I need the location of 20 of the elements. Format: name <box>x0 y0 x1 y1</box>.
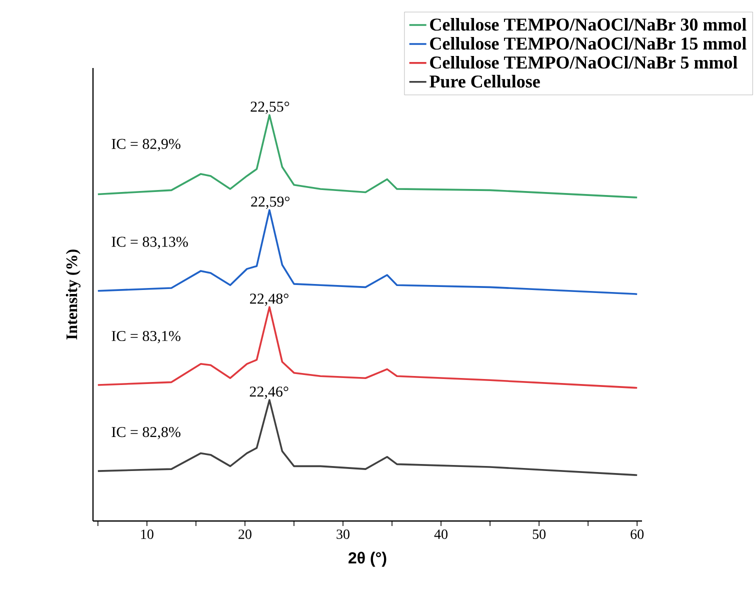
annotation: IC = 82,9% <box>112 138 180 152</box>
y-axis-title: Intensity (%) <box>66 250 80 340</box>
annotation: 22,48° <box>250 294 288 306</box>
x-tick-label: 40 <box>434 530 448 539</box>
x-tick-label: 20 <box>238 530 252 539</box>
annotation: IC = 83,13% <box>112 236 188 250</box>
x-tick-label: 50 <box>532 530 546 539</box>
annotation: 22,46° <box>250 386 288 399</box>
legend-label: Cellulose TEMPO/NaOCl/NaBr 30 mmol <box>430 18 746 31</box>
x-tick-label: 10 <box>141 530 154 539</box>
legend-label: Cellulose TEMPO/NaOCl/NaBr 5 mmol <box>430 56 738 69</box>
annotation: IC = 82,8% <box>112 426 180 440</box>
x-tick-label: 60 <box>630 530 644 539</box>
x-tick-label: 30 <box>336 530 350 539</box>
legend-label: Cellulose TEMPO/NaOCl/NaBr 15 mmol <box>430 36 746 50</box>
legend-label: Pure Cellulose <box>430 74 540 88</box>
annotation: 22,55° <box>250 102 290 114</box>
annotation: IC = 83,1% <box>112 330 180 344</box>
x-axis-title: 2θ (°) <box>348 552 386 567</box>
annotation: 22,59° <box>251 196 290 209</box>
